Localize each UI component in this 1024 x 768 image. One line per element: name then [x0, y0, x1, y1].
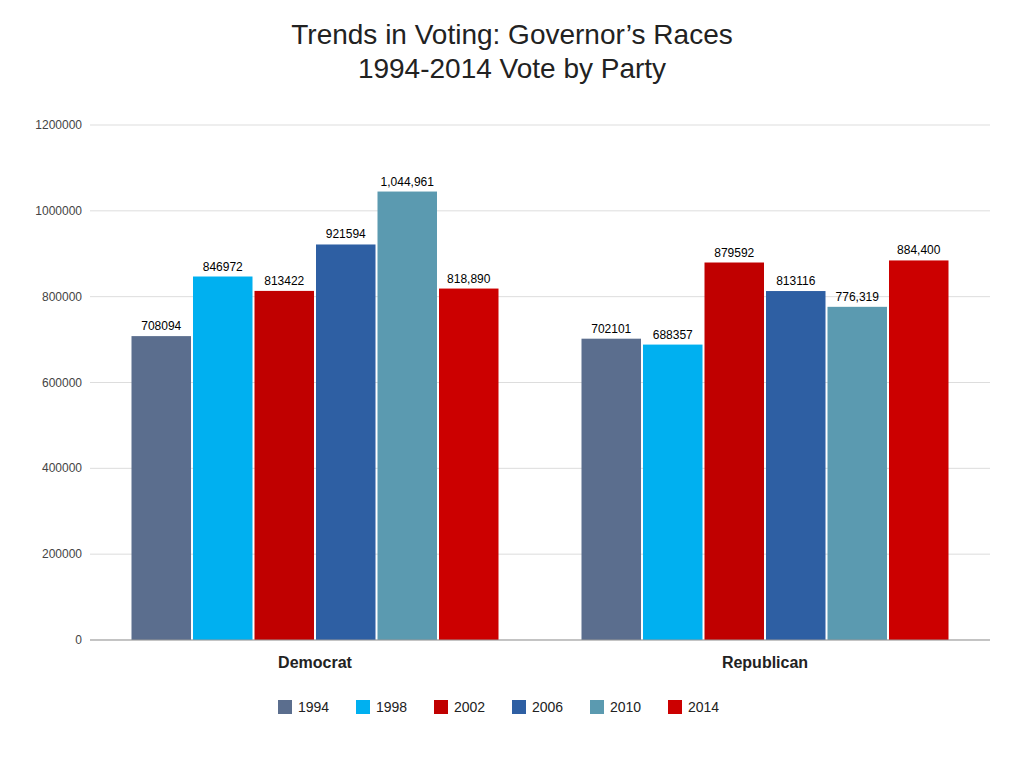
bar [193, 277, 253, 640]
y-tick-label: 600000 [42, 376, 82, 390]
bar [705, 263, 765, 640]
bar [766, 291, 826, 640]
bar [828, 307, 888, 640]
grid-line [90, 210, 990, 211]
legend-swatch [590, 700, 604, 714]
data-label: 818,890 [447, 272, 491, 286]
grid-line [90, 640, 990, 641]
bar [889, 260, 949, 640]
bar [132, 336, 192, 640]
grid [90, 125, 990, 640]
y-tick-label: 0 [75, 633, 82, 647]
legend-swatch [512, 700, 526, 714]
bar [378, 192, 438, 640]
y-tick-label: 1000000 [35, 204, 82, 218]
legend-swatch [434, 700, 448, 714]
data-label: 813116 [776, 274, 815, 288]
data-label: 884,400 [897, 243, 941, 257]
data-label: 846972 [203, 260, 243, 274]
y-tick-label: 200000 [42, 547, 82, 561]
legend-label: 1994 [298, 699, 329, 715]
legend-label: 2010 [610, 699, 641, 715]
x-tick-label: Democrat [278, 654, 352, 671]
y-tick-label: 1200000 [35, 118, 82, 132]
data-label: 702101 [591, 322, 631, 336]
grid-line [90, 125, 990, 126]
legend-swatch [356, 700, 370, 714]
y-tick-label: 400000 [42, 461, 82, 475]
bar [582, 339, 642, 640]
legend-label: 2006 [532, 699, 563, 715]
x-tick-label: Republican [722, 654, 808, 671]
data-label: 776,319 [836, 290, 880, 304]
data-label: 921594 [326, 227, 366, 241]
bars [132, 192, 949, 640]
data-label: 708094 [141, 319, 181, 333]
data-label: 813422 [264, 274, 304, 288]
x-axis [90, 640, 990, 641]
bar [643, 345, 703, 640]
legend-label: 2002 [454, 699, 485, 715]
data-label: 879592 [714, 246, 754, 260]
title: Trends in Voting: Governor’s Races1994-2… [291, 19, 732, 84]
legend-label: 2014 [688, 699, 719, 715]
bar [255, 291, 315, 640]
bar [316, 244, 376, 640]
legend: 1994 1998 2002 2006 2010 2014 [278, 699, 719, 715]
legend-swatch [278, 700, 292, 714]
legend-swatch [668, 700, 682, 714]
legend-label: 1998 [376, 699, 407, 715]
y-tick-label: 800000 [42, 290, 82, 304]
data-label: 688357 [653, 328, 693, 342]
bar [439, 289, 499, 640]
data-label: 1,044,961 [381, 175, 435, 189]
data-labels: 708094 702101 846972 688357 813422 879592 9215… [141, 175, 941, 342]
chart: Trends in Voting: Governor’s Races1994-2… [0, 0, 1024, 768]
